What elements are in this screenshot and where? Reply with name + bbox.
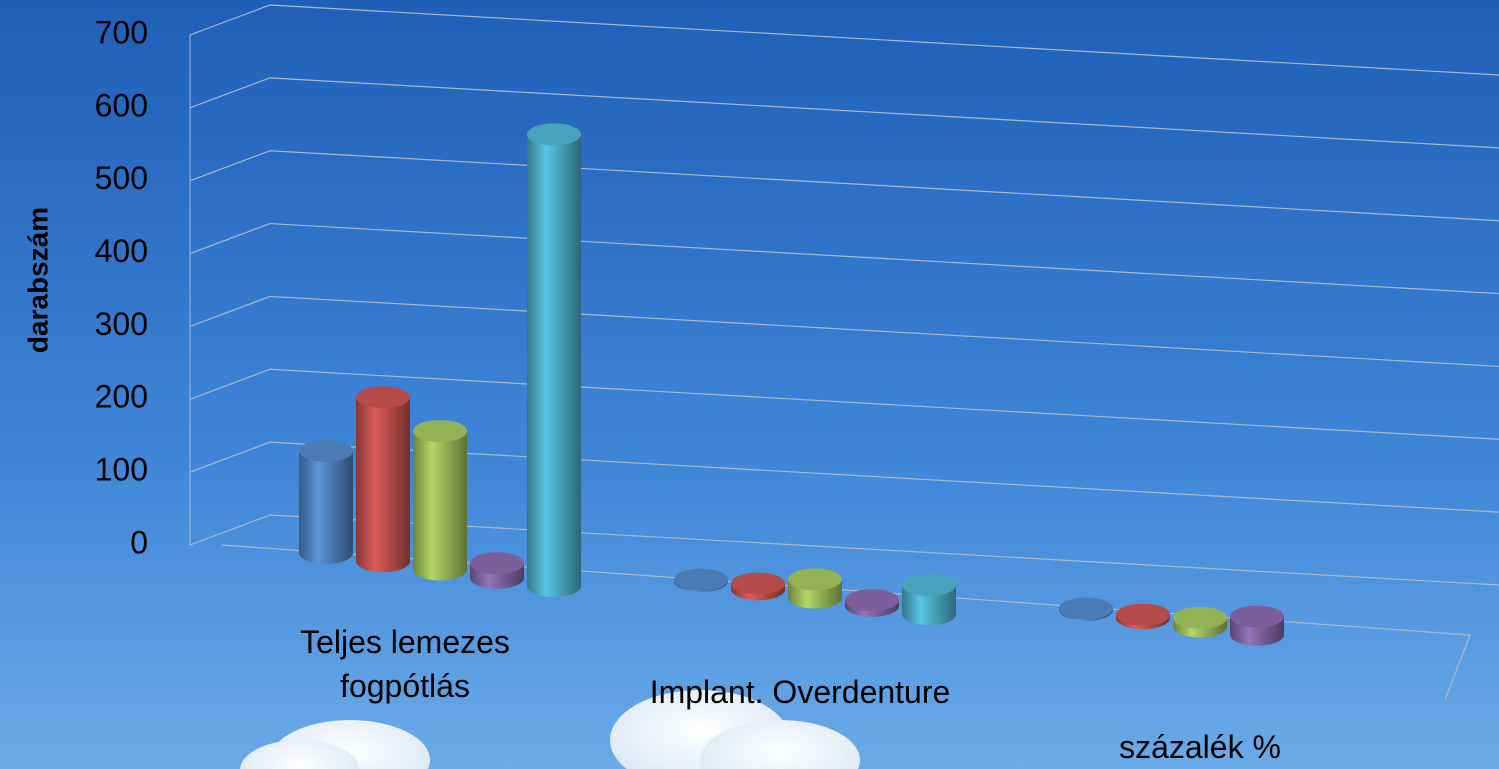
y-tick-label: 700 — [95, 14, 148, 50]
bar-top — [1230, 605, 1284, 628]
y-tick-label: 0 — [130, 524, 148, 560]
grid-line — [189, 295, 1499, 368]
bar — [731, 572, 785, 601]
bar-body — [413, 431, 467, 581]
bar — [470, 552, 524, 589]
x-tick-label: Teljes lemezes fogpótlás — [300, 624, 510, 704]
bar-body — [527, 134, 581, 598]
bar-top — [902, 574, 956, 597]
grid-line — [189, 368, 1499, 440]
bar-top — [731, 572, 785, 595]
x-tick-label: százalék % — [1119, 729, 1281, 765]
bar-top — [299, 439, 353, 462]
grid-line — [189, 222, 1499, 295]
y-tick-label: 200 — [95, 379, 148, 415]
bar-top — [356, 386, 410, 409]
y-tick-label: 600 — [95, 87, 148, 123]
bar-top — [674, 568, 728, 591]
bar-top — [1116, 603, 1170, 626]
y-tick-label: 400 — [95, 233, 148, 269]
grid-line — [189, 150, 1499, 222]
bar — [788, 568, 842, 609]
bar-top — [1173, 606, 1227, 629]
y-axis-title: darabszám — [22, 207, 53, 353]
y-tick-label: 300 — [95, 306, 148, 342]
bar — [845, 589, 899, 617]
bar — [299, 439, 353, 564]
bar — [413, 420, 467, 581]
bar — [1173, 606, 1227, 638]
bar-top — [413, 420, 467, 443]
grid-line — [189, 441, 1499, 513]
bar-top — [527, 123, 581, 146]
y-tick-label: 100 — [95, 452, 148, 488]
bar — [902, 574, 956, 626]
y-tick-label: 500 — [95, 160, 148, 196]
bar — [1230, 605, 1284, 646]
x-tick-label: Implant. Overdenture — [649, 674, 951, 710]
bar — [356, 386, 410, 573]
grid-line — [189, 77, 1499, 149]
grid-line — [189, 4, 1499, 76]
bar-body — [299, 450, 353, 564]
bar — [1059, 597, 1113, 621]
floor-edge — [221, 544, 1471, 701]
bar-top — [470, 552, 524, 575]
grid — [189, 4, 1499, 701]
bars — [299, 123, 1284, 646]
bar-top — [845, 589, 899, 612]
bar-body — [356, 397, 410, 573]
bar-top — [788, 568, 842, 591]
grid-line — [189, 514, 1499, 586]
bar-body — [902, 585, 956, 626]
bar-top — [1059, 597, 1113, 620]
bar — [1116, 603, 1170, 630]
bar — [674, 568, 728, 593]
clouds — [240, 690, 860, 769]
bar — [527, 123, 581, 598]
